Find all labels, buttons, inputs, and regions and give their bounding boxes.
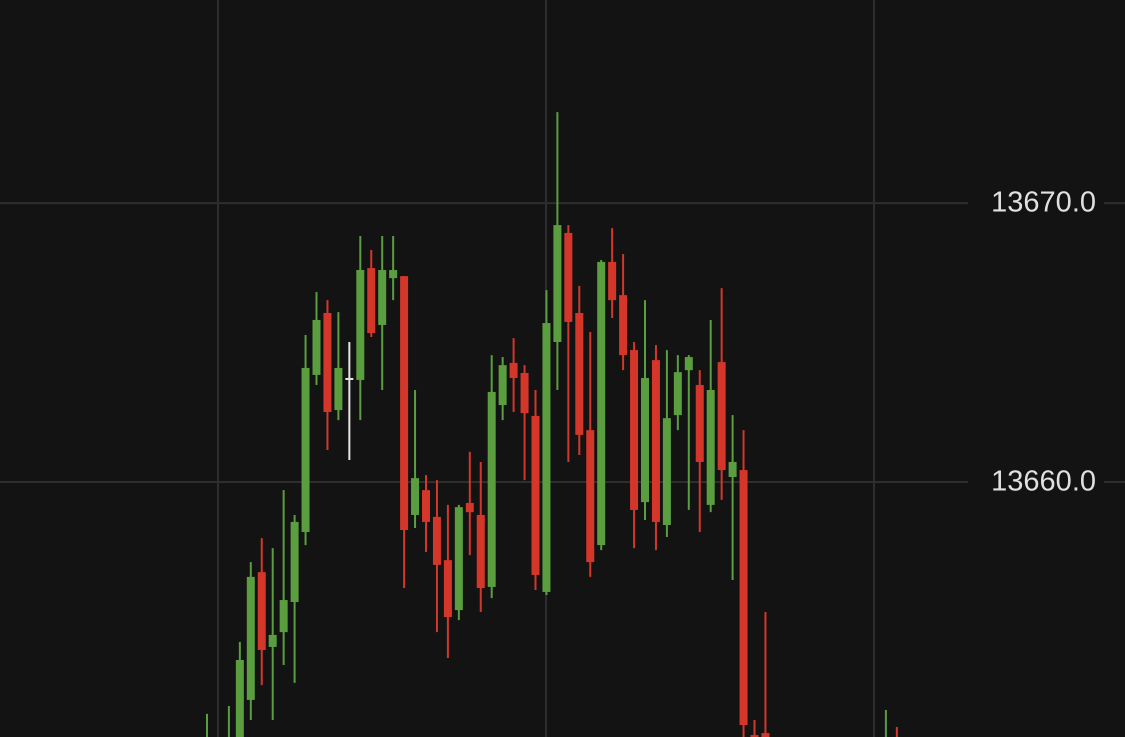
candle-body: [586, 430, 595, 563]
y-tick-label: 13670.0: [991, 187, 1096, 219]
candle-body: [750, 735, 759, 737]
candle-body: [553, 225, 562, 342]
candle-body: [662, 418, 671, 525]
candle-body: [498, 365, 507, 406]
candle-body: [411, 478, 420, 515]
candle-body: [608, 261, 617, 301]
candle-body: [268, 634, 277, 647]
candle-body: [235, 660, 244, 737]
candle-body: [717, 362, 726, 471]
candle-body: [630, 350, 639, 510]
candle-body: [761, 733, 770, 737]
candle-body: [301, 367, 310, 532]
candle-body: [257, 572, 266, 650]
candle-body: [454, 507, 463, 611]
candle-body: [378, 270, 387, 325]
candle-body: [290, 521, 299, 602]
candle-body: [706, 389, 715, 505]
candle-body: [422, 490, 430, 522]
candle-body: [246, 576, 255, 700]
candle-body: [564, 232, 573, 322]
candle-body: [389, 270, 398, 279]
candle-body: [651, 360, 660, 522]
candle-body: [684, 357, 693, 371]
candle-body: [432, 516, 441, 565]
candle-body: [356, 270, 365, 380]
candle-body: [728, 461, 737, 478]
y-tick-label: 13660.0: [991, 466, 1096, 498]
candle-body: [641, 377, 649, 503]
candle-body: [279, 600, 288, 633]
candle-body: [367, 268, 376, 334]
candle-body: [520, 372, 529, 414]
candle-body: [597, 261, 606, 546]
candle-body: [465, 502, 474, 513]
candle-body: [695, 384, 704, 462]
candle-body: [487, 391, 496, 587]
candle-body: [575, 312, 584, 435]
candle-body: [312, 319, 321, 375]
candle-body: [345, 377, 354, 380]
candle-body: [531, 415, 540, 575]
candle-body: [323, 312, 332, 413]
candle-body: [739, 470, 748, 726]
candle-body: [476, 514, 485, 589]
candle-body: [673, 372, 682, 416]
candle-body: [509, 362, 518, 378]
candle-body: [619, 295, 628, 356]
candle-body: [334, 367, 343, 411]
candle-body: [443, 560, 452, 618]
candle-body: [542, 323, 551, 592]
candle-body: [400, 276, 409, 531]
